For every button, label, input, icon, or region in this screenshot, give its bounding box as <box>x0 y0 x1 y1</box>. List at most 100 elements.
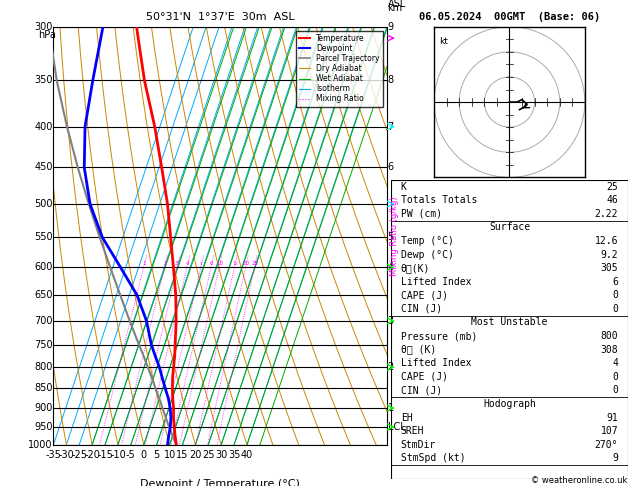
Text: 2.22: 2.22 <box>595 209 618 219</box>
Text: Mixing Ratio (g/kg): Mixing Ratio (g/kg) <box>390 196 399 276</box>
Text: 1: 1 <box>387 403 394 413</box>
Text: 450: 450 <box>34 162 53 173</box>
Text: 600: 600 <box>35 262 53 272</box>
Text: 3: 3 <box>387 316 394 326</box>
Text: K: K <box>401 182 406 191</box>
Text: 6: 6 <box>209 260 213 266</box>
Text: 25: 25 <box>606 182 618 191</box>
Text: kt: kt <box>439 37 448 46</box>
Text: 5: 5 <box>387 232 394 242</box>
Text: 400: 400 <box>35 122 53 132</box>
Text: 91: 91 <box>606 413 618 422</box>
Text: km: km <box>387 3 403 13</box>
Text: CIN (J): CIN (J) <box>401 304 442 314</box>
Text: -10: -10 <box>110 450 126 460</box>
Text: -30: -30 <box>58 450 74 460</box>
Text: 0: 0 <box>613 372 618 382</box>
Text: 300: 300 <box>35 22 53 32</box>
Text: θᴄ (K): θᴄ (K) <box>401 345 436 355</box>
Text: CIN (J): CIN (J) <box>401 385 442 396</box>
Text: CAPE (J): CAPE (J) <box>401 372 448 382</box>
Text: 650: 650 <box>34 290 53 300</box>
Text: 8: 8 <box>387 75 394 85</box>
Text: 350: 350 <box>34 75 53 85</box>
Text: CAPE (J): CAPE (J) <box>401 290 448 300</box>
Text: StmDir: StmDir <box>401 440 436 450</box>
Text: LCL: LCL <box>387 422 405 432</box>
Text: -5: -5 <box>126 450 136 460</box>
Text: 50°31'N  1°37'E  30m  ASL: 50°31'N 1°37'E 30m ASL <box>146 12 294 22</box>
Text: 7: 7 <box>387 122 394 132</box>
Text: 950: 950 <box>34 422 53 432</box>
Text: 750: 750 <box>34 340 53 350</box>
Text: θᴄ(K): θᴄ(K) <box>401 263 430 273</box>
Text: Lifted Index: Lifted Index <box>401 277 471 287</box>
Text: 1000: 1000 <box>28 440 53 450</box>
Text: 9: 9 <box>613 453 618 463</box>
Text: 2: 2 <box>387 362 394 372</box>
Text: 30: 30 <box>215 450 227 460</box>
Text: -20: -20 <box>84 450 100 460</box>
Text: hPa: hPa <box>38 30 56 40</box>
Text: 305: 305 <box>601 263 618 273</box>
Text: Hodograph: Hodograph <box>483 399 536 409</box>
Text: 40: 40 <box>241 450 253 460</box>
Text: 0: 0 <box>613 385 618 396</box>
Text: 1₅: 1₅ <box>232 260 238 266</box>
Text: 3¹: 3¹ <box>175 260 181 266</box>
Text: 800: 800 <box>35 362 53 372</box>
Text: 4: 4 <box>387 262 394 272</box>
Text: Most Unstable: Most Unstable <box>471 317 548 328</box>
Text: 15: 15 <box>176 450 189 460</box>
Text: 20: 20 <box>242 260 250 266</box>
Text: 20: 20 <box>189 450 201 460</box>
Text: 9.2: 9.2 <box>601 249 618 260</box>
Text: Temp (°C): Temp (°C) <box>401 236 454 246</box>
Text: 850: 850 <box>34 383 53 393</box>
Text: -25: -25 <box>71 450 87 460</box>
Text: 107: 107 <box>601 426 618 436</box>
Text: EH: EH <box>401 413 413 422</box>
Legend: Temperature, Dewpoint, Parcel Trajectory, Dry Adiabat, Wet Adiabat, Isotherm, Mi: Temperature, Dewpoint, Parcel Trajectory… <box>296 31 383 106</box>
Text: 700: 700 <box>34 316 53 326</box>
Text: 25: 25 <box>202 450 214 460</box>
Text: 900: 900 <box>35 403 53 413</box>
Text: ₃: ₃ <box>200 260 203 266</box>
Text: 9: 9 <box>387 22 394 32</box>
Text: 25: 25 <box>251 260 259 266</box>
Text: 6: 6 <box>387 162 394 173</box>
Text: Pressure (mb): Pressure (mb) <box>401 331 477 341</box>
Text: -35: -35 <box>45 450 62 460</box>
Text: 35: 35 <box>228 450 240 460</box>
Text: -15: -15 <box>97 450 113 460</box>
Text: 10: 10 <box>164 450 175 460</box>
Text: 0: 0 <box>613 290 618 300</box>
Text: Dewpoint / Temperature (°C): Dewpoint / Temperature (°C) <box>140 479 300 486</box>
Text: 2: 2 <box>163 260 167 266</box>
Text: 5: 5 <box>153 450 160 460</box>
Text: 46: 46 <box>606 195 618 205</box>
Text: Dewp (°C): Dewp (°C) <box>401 249 454 260</box>
Text: Totals Totals: Totals Totals <box>401 195 477 205</box>
Text: SREH: SREH <box>401 426 424 436</box>
Text: 0: 0 <box>141 450 147 460</box>
Text: © weatheronline.co.uk: © weatheronline.co.uk <box>532 476 628 485</box>
Text: Lifted Index: Lifted Index <box>401 358 471 368</box>
Text: 270°: 270° <box>595 440 618 450</box>
Text: 308: 308 <box>601 345 618 355</box>
Text: Surface: Surface <box>489 223 530 232</box>
Text: 1: 1 <box>142 260 146 266</box>
Text: 6: 6 <box>613 277 618 287</box>
Text: 800: 800 <box>601 331 618 341</box>
Text: ASL: ASL <box>387 0 406 9</box>
Text: 10: 10 <box>216 260 223 266</box>
Text: PW (cm): PW (cm) <box>401 209 442 219</box>
Text: 4: 4 <box>613 358 618 368</box>
Text: 0: 0 <box>613 304 618 314</box>
Text: 550: 550 <box>34 232 53 242</box>
Text: 4: 4 <box>186 260 189 266</box>
Text: 500: 500 <box>34 199 53 209</box>
Text: 06.05.2024  00GMT  (Base: 06): 06.05.2024 00GMT (Base: 06) <box>419 12 600 22</box>
Text: 12.6: 12.6 <box>595 236 618 246</box>
Text: StmSpd (kt): StmSpd (kt) <box>401 453 465 463</box>
